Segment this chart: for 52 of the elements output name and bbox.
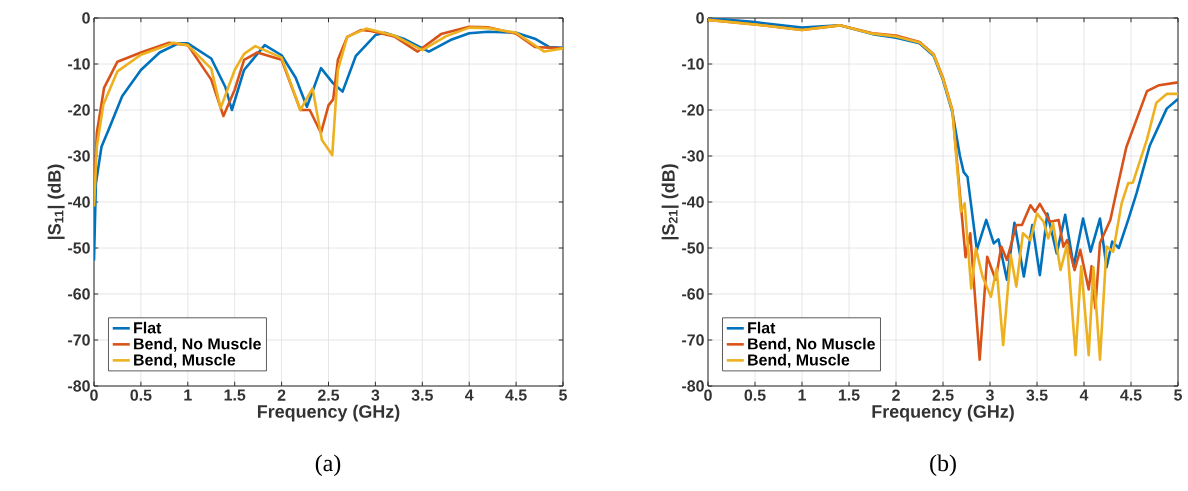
x-tick-label: 3.5: [411, 389, 433, 401]
x-tick-label: 2: [277, 389, 286, 401]
x-tick-label: 1: [798, 389, 806, 401]
y-tick-label: -50: [682, 242, 704, 254]
y-tick-label: -40: [68, 196, 90, 208]
x-tick-label: 0: [90, 389, 98, 401]
y-tick-label: 0: [696, 12, 704, 24]
legend-label: Bend, Muscle: [748, 353, 850, 368]
y-tick-label: -70: [682, 334, 704, 346]
y-tick-label: 0: [82, 12, 90, 24]
x-tick-label: 0.5: [130, 389, 152, 401]
y-tick-label: -30: [68, 150, 90, 162]
legend-label: Flat: [134, 321, 162, 334]
y-tick-label: -30: [682, 150, 704, 162]
x-tick-label: 2.5: [317, 389, 340, 401]
y-tick-label: -80: [68, 380, 90, 392]
x-tick-label: 3: [371, 389, 380, 401]
y-tick-label: -10: [682, 58, 704, 70]
y-axis-title: |S$_{11}$| (dB): [47, 164, 65, 239]
legend-label: Bend, Muscle: [134, 353, 236, 368]
x-tick-label: 3.5: [1026, 389, 1048, 401]
x-tick-label: 4.5: [1120, 389, 1142, 401]
legend-label: Flat: [748, 321, 776, 334]
y-tick-label: -70: [68, 334, 90, 346]
x-tick-label: 3: [985, 389, 994, 401]
x-tick-label: 2.5: [932, 389, 954, 401]
x-axis-title: Frequency (GHz): [872, 404, 1014, 422]
x-tick-label: 2: [892, 389, 900, 401]
y-tick-label: -60: [68, 288, 90, 300]
legend-label: Bend, No Muscle: [748, 337, 875, 352]
x-tick-label: 4: [465, 389, 474, 401]
y-tick-label: -40: [682, 196, 704, 208]
x-tick-label: 4: [1079, 389, 1089, 401]
text: (a): [315, 454, 341, 477]
y-tick-label: -80: [682, 380, 704, 392]
x-tick-label: 1.5: [224, 389, 246, 401]
x-tick-label: 0.5: [744, 389, 766, 401]
y-tick-label: -10: [68, 58, 90, 70]
x-tick-label: 1.5: [838, 389, 860, 401]
y-tick-label: -50: [68, 242, 90, 254]
x-tick-label: 5: [559, 389, 567, 401]
text: (b): [930, 454, 956, 477]
y-axis-title: |S$_{21}$| (dB): [661, 164, 679, 240]
x-tick-label: 4.5: [505, 389, 527, 401]
x-tick-label: 1: [184, 389, 192, 401]
y-tick-label: -20: [68, 104, 90, 116]
x-axis-title: Frequency (GHz): [257, 404, 400, 422]
y-tick-label: -60: [682, 288, 704, 300]
x-tick-label: 0: [704, 389, 712, 401]
y-tick-label: -20: [682, 104, 704, 116]
legend-label: Bend, No Muscle: [134, 337, 261, 352]
x-tick-label: 5: [1174, 389, 1182, 401]
